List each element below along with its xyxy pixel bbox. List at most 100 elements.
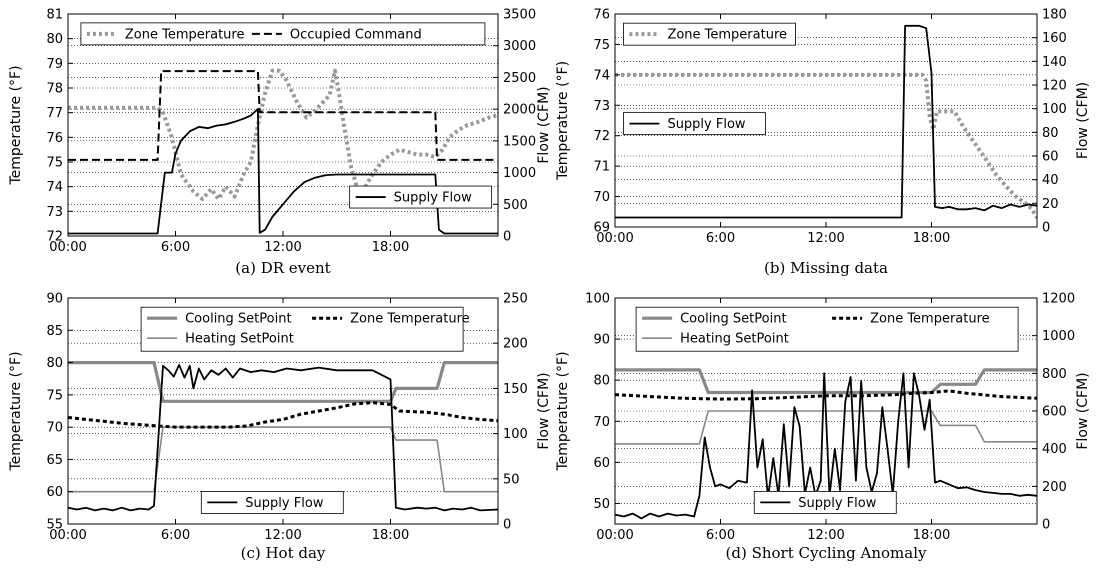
legend: Supply Flow <box>623 112 766 136</box>
y-tick-label: 81 <box>46 8 63 23</box>
x-tick-label: 6:00 <box>161 240 190 255</box>
series-line-supply-flow <box>68 108 498 235</box>
y-tick-label: 79 <box>46 57 63 72</box>
series-line-zone-temperature <box>68 68 498 201</box>
series-line-cooling-setpoint <box>68 361 498 403</box>
y-tick-label: 72 <box>46 230 63 245</box>
series-line-heating-setpoint <box>68 426 498 493</box>
chart-caption: (b) Missing data <box>764 259 888 277</box>
y-tick-label: 76 <box>46 131 63 146</box>
y-tick-label: 60 <box>593 456 610 471</box>
y-tick-label: 80 <box>593 374 610 389</box>
legend: Supply Flow <box>753 490 897 514</box>
legend-box <box>623 112 766 136</box>
legend-box <box>140 306 464 352</box>
y-axis-label: Temperature (°F) <box>8 351 24 471</box>
x-tick-label: 12:00 <box>807 231 844 246</box>
y2-tick-label: 250 <box>503 292 528 307</box>
y2-tick-label: 50 <box>503 472 520 487</box>
series-line-heating-setpoint <box>615 410 1037 445</box>
series-line-zone-temperature <box>615 72 1037 219</box>
y-tick-label: 55 <box>46 518 63 533</box>
y2-tick-label: 0 <box>503 518 511 533</box>
x-tick-label: 00:00 <box>49 240 86 255</box>
legend-label: Zone Temperature <box>667 28 787 43</box>
y2-tick-label: 40 <box>1042 173 1059 188</box>
y-tick-label: 60 <box>46 485 63 500</box>
x-tick-label: 12:00 <box>264 240 301 255</box>
chart-panel-1: 00:00 6:00 12:00 18:00 72 73 74 75 76 77 78 79 80 81 0… <box>8 8 552 278</box>
y2-tick-label: 1500 <box>503 134 536 149</box>
chart-panel-3: 00:00 6:00 12:00 18:00 55 60 65 70 75 80 85 90 0 50 10… <box>8 292 552 563</box>
legend-label: Heating SetPoint <box>185 332 294 347</box>
x-tick-label: 18:00 <box>913 231 950 246</box>
chart-caption: (a) DR event <box>235 259 330 277</box>
y2-tick-label: 80 <box>1042 126 1059 141</box>
y-tick-label: 72 <box>593 129 610 144</box>
y2-axis-label: Flow (CFM) <box>1075 372 1091 449</box>
chart-panel-4: 00:00 6:00 12:00 18:00506070809010002004006… <box>555 292 1091 563</box>
y-tick-label: 73 <box>46 205 63 220</box>
x-tick-label: 18:00 <box>913 528 950 543</box>
legend-label: Supply Flow <box>245 496 323 511</box>
y-tick-label: 78 <box>46 82 63 97</box>
y-tick-label: 85 <box>46 324 63 339</box>
legend-label: Zone Temperature <box>125 27 245 42</box>
legend: Zone Temperature Occupied Command <box>80 22 486 46</box>
y-tick-label: 76 <box>593 8 610 23</box>
legend-label: Cooling SetPoint <box>185 312 291 327</box>
y2-tick-label: 600 <box>1042 405 1067 420</box>
series-line-supply-flow <box>615 372 1037 520</box>
series-line-zone-temperature <box>68 401 498 429</box>
y-tick-label: 73 <box>593 99 610 114</box>
y2-tick-label: 160 <box>1042 31 1067 46</box>
legend-box <box>623 22 796 46</box>
series-line-cooling-setpoint <box>615 368 1037 395</box>
x-tick-label: 6:00 <box>706 231 735 246</box>
y2-tick-label: 20 <box>1042 197 1059 212</box>
y-tick-label: 70 <box>593 190 610 205</box>
y2-tick-label: 3000 <box>503 39 536 54</box>
legend: Supply Flow <box>200 490 344 514</box>
series-line-supply-flow <box>615 24 1037 219</box>
y2-tick-label: 500 <box>503 198 528 213</box>
y-tick-label: 75 <box>46 156 63 171</box>
y2-axis-label: Flow (CFM) <box>1075 82 1091 159</box>
x-tick-label: 12:00 <box>807 528 844 543</box>
chart-caption: (c) Hot day <box>241 544 326 562</box>
legend-box <box>80 22 486 46</box>
y2-axis-label: Flow (CFM) <box>536 86 552 163</box>
legend-label: Supply Flow <box>798 496 876 511</box>
y2-tick-label: 1000 <box>1042 329 1075 344</box>
legend-label: Supply Flow <box>667 117 745 132</box>
y-tick-label: 90 <box>46 292 63 307</box>
y-axis-label: Temperature (°F) <box>555 61 571 181</box>
x-tick-label: 00:00 <box>596 231 633 246</box>
x-tick-label: 18:00 <box>372 240 409 255</box>
y2-tick-label: 200 <box>503 337 528 352</box>
legend-label: Supply Flow <box>394 191 472 206</box>
y-tick-label: 75 <box>46 388 63 403</box>
legend-label: Heating SetPoint <box>680 332 789 347</box>
legend-box <box>753 490 897 514</box>
y-tick-label: 77 <box>46 106 63 121</box>
y2-tick-label: 2000 <box>503 103 536 118</box>
y-axis-label: Temperature (°F) <box>555 351 571 471</box>
y2-tick-label: 100 <box>1042 102 1067 117</box>
y-tick-label: 71 <box>593 160 610 175</box>
y2-tick-label: 0 <box>1042 518 1050 533</box>
legend: Cooling SetPoint Zone Temperature Heating … <box>140 306 470 352</box>
chart-caption: (d) Short Cycling Anomaly <box>726 544 927 562</box>
y-tick-label: 74 <box>46 180 63 195</box>
y-tick-label: 90 <box>593 333 610 348</box>
legend-label: Cooling SetPoint <box>680 312 786 327</box>
legend-box <box>200 490 344 514</box>
y-tick-label: 100 <box>585 292 610 307</box>
chart-panel-2: 00:00 6:00 12:00 18:00 69 70 71 72 73 74 75 76 0 20 40… <box>555 8 1091 278</box>
series-line-occupied-command <box>68 70 498 161</box>
y-tick-label: 50 <box>593 497 610 512</box>
legend-box <box>635 306 1019 352</box>
legend-label: Zone Temperature <box>350 312 470 327</box>
x-tick-label: 6:00 <box>161 528 190 543</box>
